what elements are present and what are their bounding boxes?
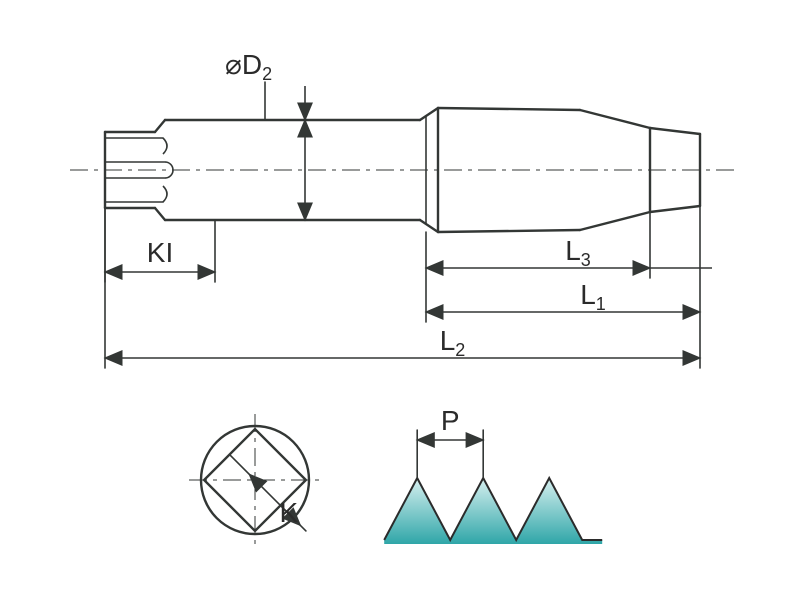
label-l2: L2 (440, 325, 466, 360)
label-d2: ⌀D2 (225, 49, 272, 84)
label-l3: L3 (565, 235, 591, 270)
label-ki: KI (147, 237, 173, 268)
engineering-diagram: ⌀D2 KI L3 L1 L2 K P (0, 0, 800, 600)
label-p: P (441, 405, 460, 436)
label-l1: L1 (580, 279, 606, 314)
thread-fill (384, 478, 602, 544)
label-k: K (279, 497, 298, 528)
